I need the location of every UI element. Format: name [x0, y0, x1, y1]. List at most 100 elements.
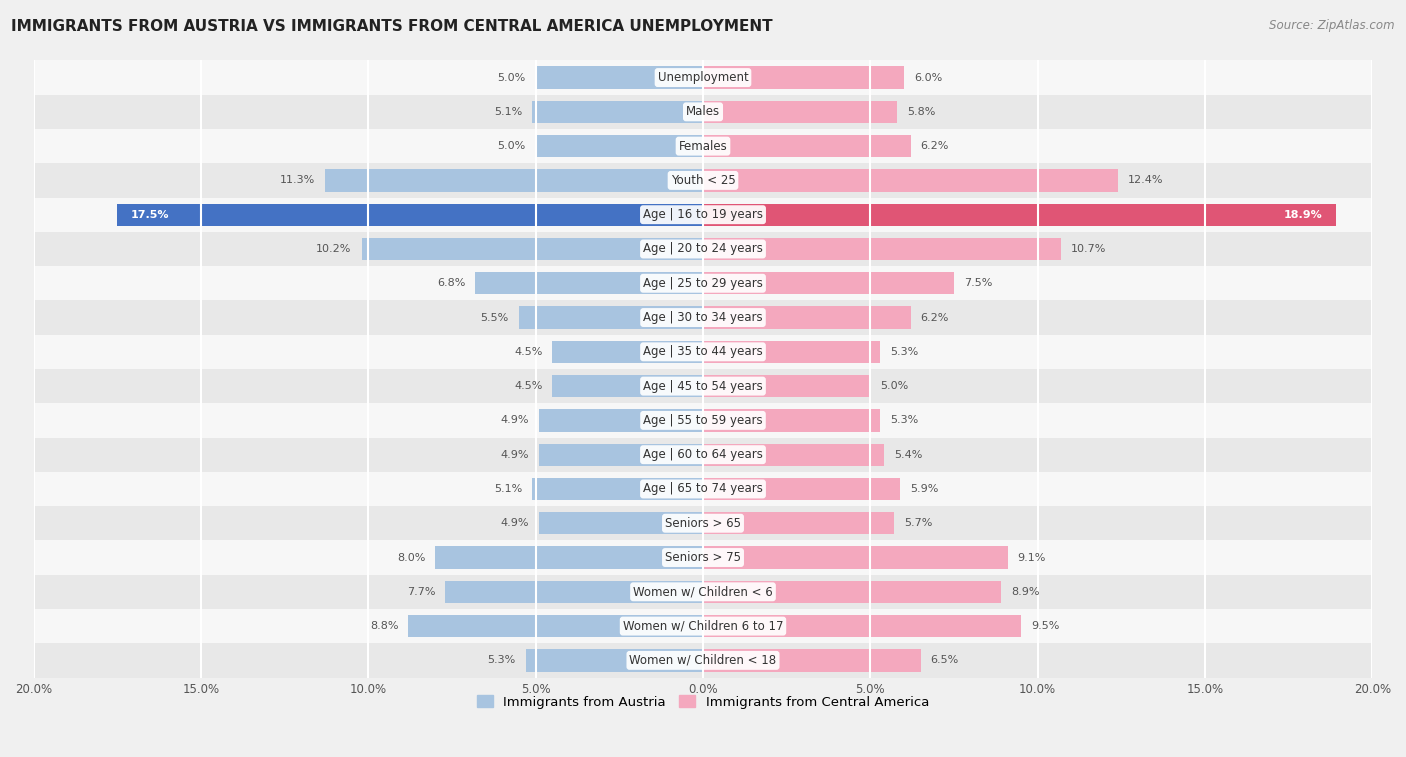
Text: 5.3%: 5.3%	[890, 416, 918, 425]
Text: 6.2%: 6.2%	[921, 313, 949, 322]
Text: 18.9%: 18.9%	[1284, 210, 1322, 220]
Text: 10.2%: 10.2%	[316, 244, 352, 254]
Text: 5.0%: 5.0%	[498, 141, 526, 151]
Text: 7.5%: 7.5%	[965, 279, 993, 288]
Bar	[703, 444, 884, 466]
Text: Males: Males	[686, 105, 720, 118]
Bar	[703, 307, 911, 329]
Bar	[703, 341, 880, 363]
Text: 9.1%: 9.1%	[1018, 553, 1046, 562]
Text: Women w/ Children 6 to 17: Women w/ Children 6 to 17	[623, 619, 783, 633]
Bar	[34, 266, 1372, 301]
Bar	[703, 135, 911, 157]
Bar	[536, 135, 703, 157]
Bar	[446, 581, 703, 603]
Bar	[703, 410, 880, 431]
Bar	[553, 375, 703, 397]
Bar	[34, 164, 1372, 198]
Bar	[703, 101, 897, 123]
Bar	[34, 95, 1372, 129]
Text: 5.7%: 5.7%	[904, 519, 932, 528]
Text: 6.8%: 6.8%	[437, 279, 465, 288]
Text: 6.5%: 6.5%	[931, 656, 959, 665]
Bar	[34, 129, 1372, 164]
Text: Unemployment: Unemployment	[658, 71, 748, 84]
Bar	[703, 650, 921, 671]
Bar	[703, 547, 1008, 569]
Bar	[34, 472, 1372, 506]
Text: Age | 65 to 74 years: Age | 65 to 74 years	[643, 482, 763, 496]
Text: Source: ZipAtlas.com: Source: ZipAtlas.com	[1270, 19, 1395, 32]
Text: 8.9%: 8.9%	[1011, 587, 1039, 597]
Bar	[34, 403, 1372, 438]
Text: 12.4%: 12.4%	[1128, 176, 1164, 185]
Text: 8.0%: 8.0%	[396, 553, 425, 562]
Text: 5.5%: 5.5%	[481, 313, 509, 322]
Text: 4.5%: 4.5%	[515, 381, 543, 391]
Bar	[703, 238, 1062, 260]
Bar	[34, 609, 1372, 643]
Text: 5.9%: 5.9%	[911, 484, 939, 494]
Bar	[526, 650, 703, 671]
Text: Age | 35 to 44 years: Age | 35 to 44 years	[643, 345, 763, 358]
Text: Age | 25 to 29 years: Age | 25 to 29 years	[643, 277, 763, 290]
Bar	[519, 307, 703, 329]
Text: 5.1%: 5.1%	[494, 107, 522, 117]
Text: Women w/ Children < 18: Women w/ Children < 18	[630, 654, 776, 667]
Bar	[34, 506, 1372, 540]
Bar	[34, 335, 1372, 369]
Bar	[325, 170, 703, 192]
Text: Age | 55 to 59 years: Age | 55 to 59 years	[643, 414, 763, 427]
Text: Women w/ Children < 6: Women w/ Children < 6	[633, 585, 773, 598]
Text: 5.3%: 5.3%	[488, 656, 516, 665]
Text: Age | 16 to 19 years: Age | 16 to 19 years	[643, 208, 763, 221]
Text: Age | 20 to 24 years: Age | 20 to 24 years	[643, 242, 763, 255]
Bar	[703, 67, 904, 89]
Bar	[34, 232, 1372, 266]
Text: Age | 45 to 54 years: Age | 45 to 54 years	[643, 379, 763, 393]
Bar	[703, 170, 1118, 192]
Text: 8.8%: 8.8%	[370, 621, 398, 631]
Text: 4.9%: 4.9%	[501, 450, 529, 459]
Bar	[34, 198, 1372, 232]
Bar	[34, 575, 1372, 609]
Bar	[533, 101, 703, 123]
Text: 4.9%: 4.9%	[501, 519, 529, 528]
Bar	[34, 61, 1372, 95]
Text: 5.1%: 5.1%	[494, 484, 522, 494]
Bar	[34, 540, 1372, 575]
Text: 11.3%: 11.3%	[280, 176, 315, 185]
Bar	[553, 341, 703, 363]
Text: Age | 60 to 64 years: Age | 60 to 64 years	[643, 448, 763, 461]
Text: 6.0%: 6.0%	[914, 73, 942, 83]
Bar	[703, 581, 1001, 603]
Bar	[34, 369, 1372, 403]
Text: 9.5%: 9.5%	[1031, 621, 1059, 631]
Text: 5.3%: 5.3%	[890, 347, 918, 357]
Bar	[538, 512, 703, 534]
Text: 4.9%: 4.9%	[501, 416, 529, 425]
Bar	[117, 204, 703, 226]
Text: Youth < 25: Youth < 25	[671, 174, 735, 187]
Bar	[409, 615, 703, 637]
Bar	[536, 67, 703, 89]
Text: IMMIGRANTS FROM AUSTRIA VS IMMIGRANTS FROM CENTRAL AMERICA UNEMPLOYMENT: IMMIGRANTS FROM AUSTRIA VS IMMIGRANTS FR…	[11, 19, 773, 34]
Text: 6.2%: 6.2%	[921, 141, 949, 151]
Text: 17.5%: 17.5%	[131, 210, 169, 220]
Legend: Immigrants from Austria, Immigrants from Central America: Immigrants from Austria, Immigrants from…	[472, 690, 934, 714]
Text: Seniors > 65: Seniors > 65	[665, 517, 741, 530]
Text: 5.8%: 5.8%	[907, 107, 935, 117]
Bar	[703, 615, 1021, 637]
Bar	[703, 478, 900, 500]
Bar	[703, 272, 955, 294]
Text: 5.0%: 5.0%	[880, 381, 908, 391]
Text: 5.4%: 5.4%	[894, 450, 922, 459]
Text: 7.7%: 7.7%	[406, 587, 436, 597]
Bar	[436, 547, 703, 569]
Text: 4.5%: 4.5%	[515, 347, 543, 357]
Bar	[34, 301, 1372, 335]
Text: Females: Females	[679, 139, 727, 153]
Bar	[533, 478, 703, 500]
Bar	[538, 410, 703, 431]
Text: 5.0%: 5.0%	[498, 73, 526, 83]
